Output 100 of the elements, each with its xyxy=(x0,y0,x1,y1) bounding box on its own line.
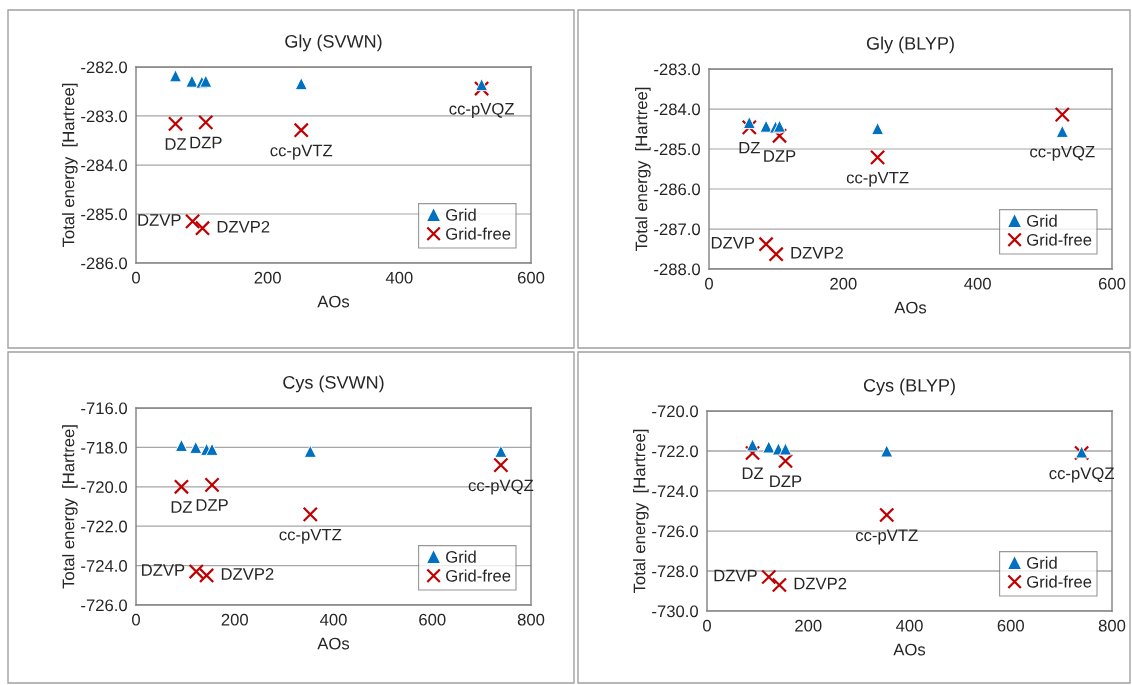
point xyxy=(188,563,204,580)
point xyxy=(198,114,214,131)
legend-label: Grid xyxy=(1027,556,1057,569)
legend-label: Grid xyxy=(446,550,476,563)
x-tick-label: 400 xyxy=(385,271,413,284)
annotation: cc-pVTZ xyxy=(270,144,333,160)
chart-title: Gly (BLYP) xyxy=(866,36,954,54)
annotation: DZP xyxy=(770,475,802,487)
y-tick-label: -720.0 xyxy=(652,405,699,418)
x-tick-label: 600 xyxy=(997,619,1024,632)
y-axis-title: Total energy [Hartree] xyxy=(62,425,78,589)
annotation: DZVP2 xyxy=(794,577,847,590)
annotation: cc-pVQZ xyxy=(1049,467,1114,483)
legend-label: Grid xyxy=(446,208,476,221)
x-tick-label: 600 xyxy=(419,613,446,626)
legend-label: Grid-free xyxy=(446,569,511,582)
y-tick-label: -724.0 xyxy=(652,485,699,498)
point xyxy=(493,457,509,473)
chart-title: Gly (SVWN) xyxy=(285,34,382,52)
annotation: DZVP xyxy=(142,564,185,576)
point xyxy=(173,479,190,495)
point xyxy=(758,236,774,252)
annotation: DZP xyxy=(190,136,222,149)
y-axis-title: Total energy [Hartree] xyxy=(635,87,651,252)
y-tick-label: -286.0 xyxy=(81,257,128,270)
x-tick-label: 0 xyxy=(703,619,711,632)
x-tick-label: 200 xyxy=(254,271,281,284)
point xyxy=(768,246,784,262)
y-tick-label: -716.0 xyxy=(81,402,128,415)
x-tick-label: 400 xyxy=(895,619,923,632)
annotation: DZP xyxy=(764,150,796,162)
point xyxy=(302,506,318,523)
y-tick-label: -283.0 xyxy=(81,110,128,123)
annotation: DZVP xyxy=(138,214,181,226)
point xyxy=(198,567,215,584)
point xyxy=(741,119,757,136)
annotation: cc-pVQZ xyxy=(468,479,534,495)
x-tick-label: 600 xyxy=(1098,277,1126,290)
x-tick-label: 0 xyxy=(705,277,713,290)
point xyxy=(771,128,788,144)
annotation: DZVP2 xyxy=(217,220,270,233)
y-tick-label: -726.0 xyxy=(81,599,128,612)
point xyxy=(1054,106,1070,123)
x-tick-label: 200 xyxy=(830,277,857,290)
y-axis-title: Total energy [Hartree] xyxy=(633,429,649,594)
y-tick-label: -718.0 xyxy=(81,441,128,454)
x-tick-label: 800 xyxy=(1098,619,1126,632)
x-tick-label: 400 xyxy=(964,277,991,290)
x-tick-label: 0 xyxy=(132,613,140,626)
y-tick-label: -284.0 xyxy=(654,103,701,116)
y-tick-label: -285.0 xyxy=(654,143,701,156)
annotation: cc-pVQZ xyxy=(449,102,514,118)
legend-label: Grid-free xyxy=(446,227,511,240)
annotation: DZ xyxy=(739,141,760,154)
annotation: cc-pVTZ xyxy=(279,528,342,544)
x-tick-label: 600 xyxy=(517,271,545,284)
y-tick-label: -724.0 xyxy=(81,560,128,572)
y-tick-label: -285.0 xyxy=(81,208,128,221)
y-tick-label: -284.0 xyxy=(81,159,128,172)
annotation: cc-pVQZ xyxy=(1030,145,1095,161)
legend-label: Grid xyxy=(1027,214,1057,227)
annotation: DZVP xyxy=(711,237,755,249)
x-tick-label: 200 xyxy=(221,613,248,626)
annotation: DZ xyxy=(171,501,193,513)
point xyxy=(777,453,794,469)
y-tick-label: -282.0 xyxy=(81,61,128,74)
x-tick-label: 400 xyxy=(319,613,347,626)
annotation: DZVP2 xyxy=(221,568,274,580)
x-axis-title: AOs xyxy=(893,643,926,656)
y-axis-title: Total energy [Hartree] xyxy=(62,83,78,248)
y-tick-label: -730.0 xyxy=(652,605,699,618)
point xyxy=(761,569,777,585)
point xyxy=(194,220,211,236)
point xyxy=(771,577,788,593)
annotation: cc-pVTZ xyxy=(846,171,909,187)
x-tick-label: 800 xyxy=(517,613,545,626)
annotation: DZVP xyxy=(714,569,757,582)
point xyxy=(167,116,184,132)
y-tick-label: -720.0 xyxy=(81,481,128,493)
point xyxy=(293,122,309,138)
point xyxy=(869,149,886,166)
y-tick-label: -726.0 xyxy=(652,525,699,538)
y-tick-label: -728.0 xyxy=(652,565,699,578)
x-axis-title: AOs xyxy=(317,637,350,650)
point xyxy=(204,477,220,493)
point xyxy=(473,80,490,97)
y-tick-label: -287.0 xyxy=(654,223,701,236)
y-tick-label: -722.0 xyxy=(81,520,128,533)
y-tick-label: -283.0 xyxy=(654,63,701,76)
legend-label: Grid-free xyxy=(1027,233,1092,246)
point xyxy=(184,213,201,230)
y-tick-label: -722.0 xyxy=(652,445,699,458)
annotation: DZ xyxy=(742,467,764,479)
point xyxy=(879,507,895,523)
x-tick-label: 200 xyxy=(795,619,822,632)
y-tick-label: -286.0 xyxy=(654,183,701,196)
x-axis-title: AOs xyxy=(317,295,350,308)
chart-title: Cys (SVWN) xyxy=(283,375,384,393)
annotation: DZ xyxy=(165,138,187,150)
point xyxy=(744,445,761,461)
